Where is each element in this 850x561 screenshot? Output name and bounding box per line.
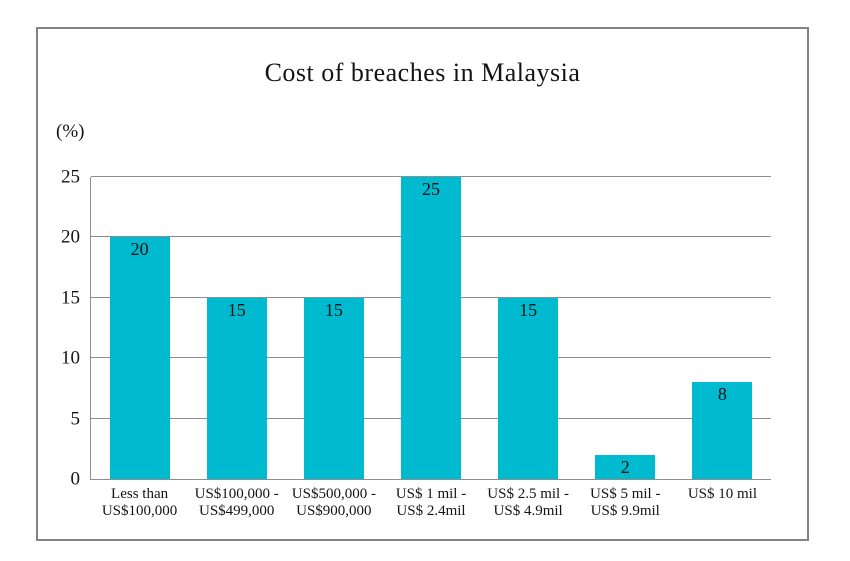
x-category-label: US$100,000 - US$499,000	[194, 486, 279, 519]
chart-frame: Cost of breaches in Malaysia (%) 0 5 10 15 2…	[36, 27, 809, 541]
y-tick-label: 10	[61, 347, 80, 369]
bar-slot: 25	[382, 177, 479, 479]
bar-value-label: 20	[130, 239, 149, 260]
bar: 15	[206, 297, 267, 479]
x-category-label: US$ 2.5 mil - US$ 4.9mil	[487, 486, 569, 519]
bar: 20	[109, 237, 170, 479]
bar-slot: 15	[480, 177, 577, 479]
bar-slot: 8	[674, 177, 771, 479]
y-tick-label: 20	[61, 226, 80, 248]
y-tick-label: 15	[61, 287, 80, 309]
x-category-label: US$ 10 mil	[687, 486, 757, 502]
x-category-label: US$500,000 - US$900,000	[291, 486, 376, 519]
plot-area: 0 5 10 15 20 25 20 Less than US$100,000 15 US$100…	[61, 168, 771, 519]
bar: 2	[595, 454, 656, 479]
y-tick-label: 25	[61, 166, 80, 188]
gridline	[91, 176, 771, 177]
bar-value-label: 15	[227, 299, 246, 320]
x-category-label: Less than US$100,000	[101, 486, 178, 519]
bar: 15	[303, 297, 364, 479]
bar: 8	[692, 382, 753, 479]
bar-value-label: 8	[717, 384, 727, 405]
bar-slot: 15	[188, 177, 285, 479]
chart-title: Cost of breaches in Malaysia	[264, 58, 581, 87]
bar-value-label: 25	[421, 179, 440, 199]
y-tick-label: 0	[70, 468, 81, 490]
bar-slot: 20	[91, 177, 188, 479]
bar-slot: 15	[285, 177, 382, 479]
x-category-label: US$ 1 mil - US$ 2.4mil	[395, 486, 467, 519]
x-category-label: US$ 5 mil - US$ 9.9mil	[590, 486, 661, 519]
y-tick-label: 5	[70, 408, 81, 430]
bar-value-label: 15	[519, 299, 538, 320]
bar-value-label: 15	[324, 299, 343, 320]
bar-value-label: 2	[620, 456, 630, 477]
bar: 25	[400, 177, 461, 479]
y-axis-unit-label: (%)	[56, 121, 85, 142]
bar: 15	[498, 297, 559, 479]
bar-slot: 2	[577, 177, 674, 479]
